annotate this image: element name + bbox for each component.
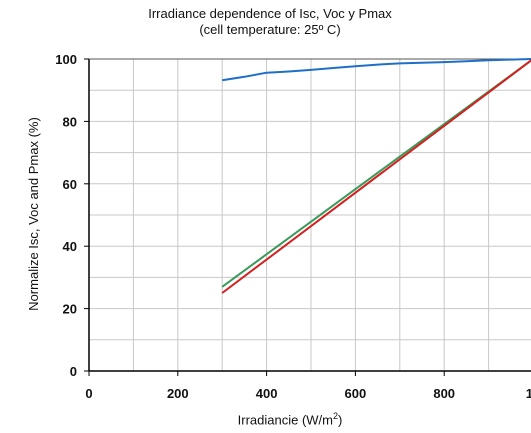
series-line: [222, 58, 531, 82]
series-line: [221, 59, 531, 288]
x-axis-title-text: Irradiancie (W/m: [237, 412, 333, 428]
chart-title: Irradiance dependence of Isc, Voc y Pmax: [148, 6, 392, 21]
series-layer: [221, 58, 531, 294]
series-line: [221, 59, 531, 294]
grid-layer: [89, 59, 531, 371]
tick-label-layer: 020040060080010020406080100: [55, 52, 531, 401]
y-tick-label: 20: [63, 302, 77, 317]
x-axis-title-superscript: 2: [333, 411, 339, 421]
x-tick-label: 400: [256, 386, 278, 401]
x-tick-label: 0: [85, 386, 92, 401]
x-axis-title-suffix: ): [338, 412, 343, 428]
x-tick-label: 10: [526, 386, 531, 401]
x-tick-label: 200: [167, 386, 189, 401]
y-tick-label: 40: [63, 239, 77, 254]
y-tick-label: 0: [70, 364, 77, 379]
y-tick-label: 100: [55, 52, 77, 67]
x-tick-label: 800: [433, 386, 455, 401]
y-tick-label: 80: [63, 114, 77, 129]
chart-subtitle: (cell temperature: 25º C): [199, 22, 341, 37]
x-tick-label: 600: [345, 386, 367, 401]
axis-layer: [84, 58, 531, 376]
x-axis-title: Irradiancie (W/m2): [180, 411, 400, 427]
y-tick-label: 60: [63, 177, 77, 192]
